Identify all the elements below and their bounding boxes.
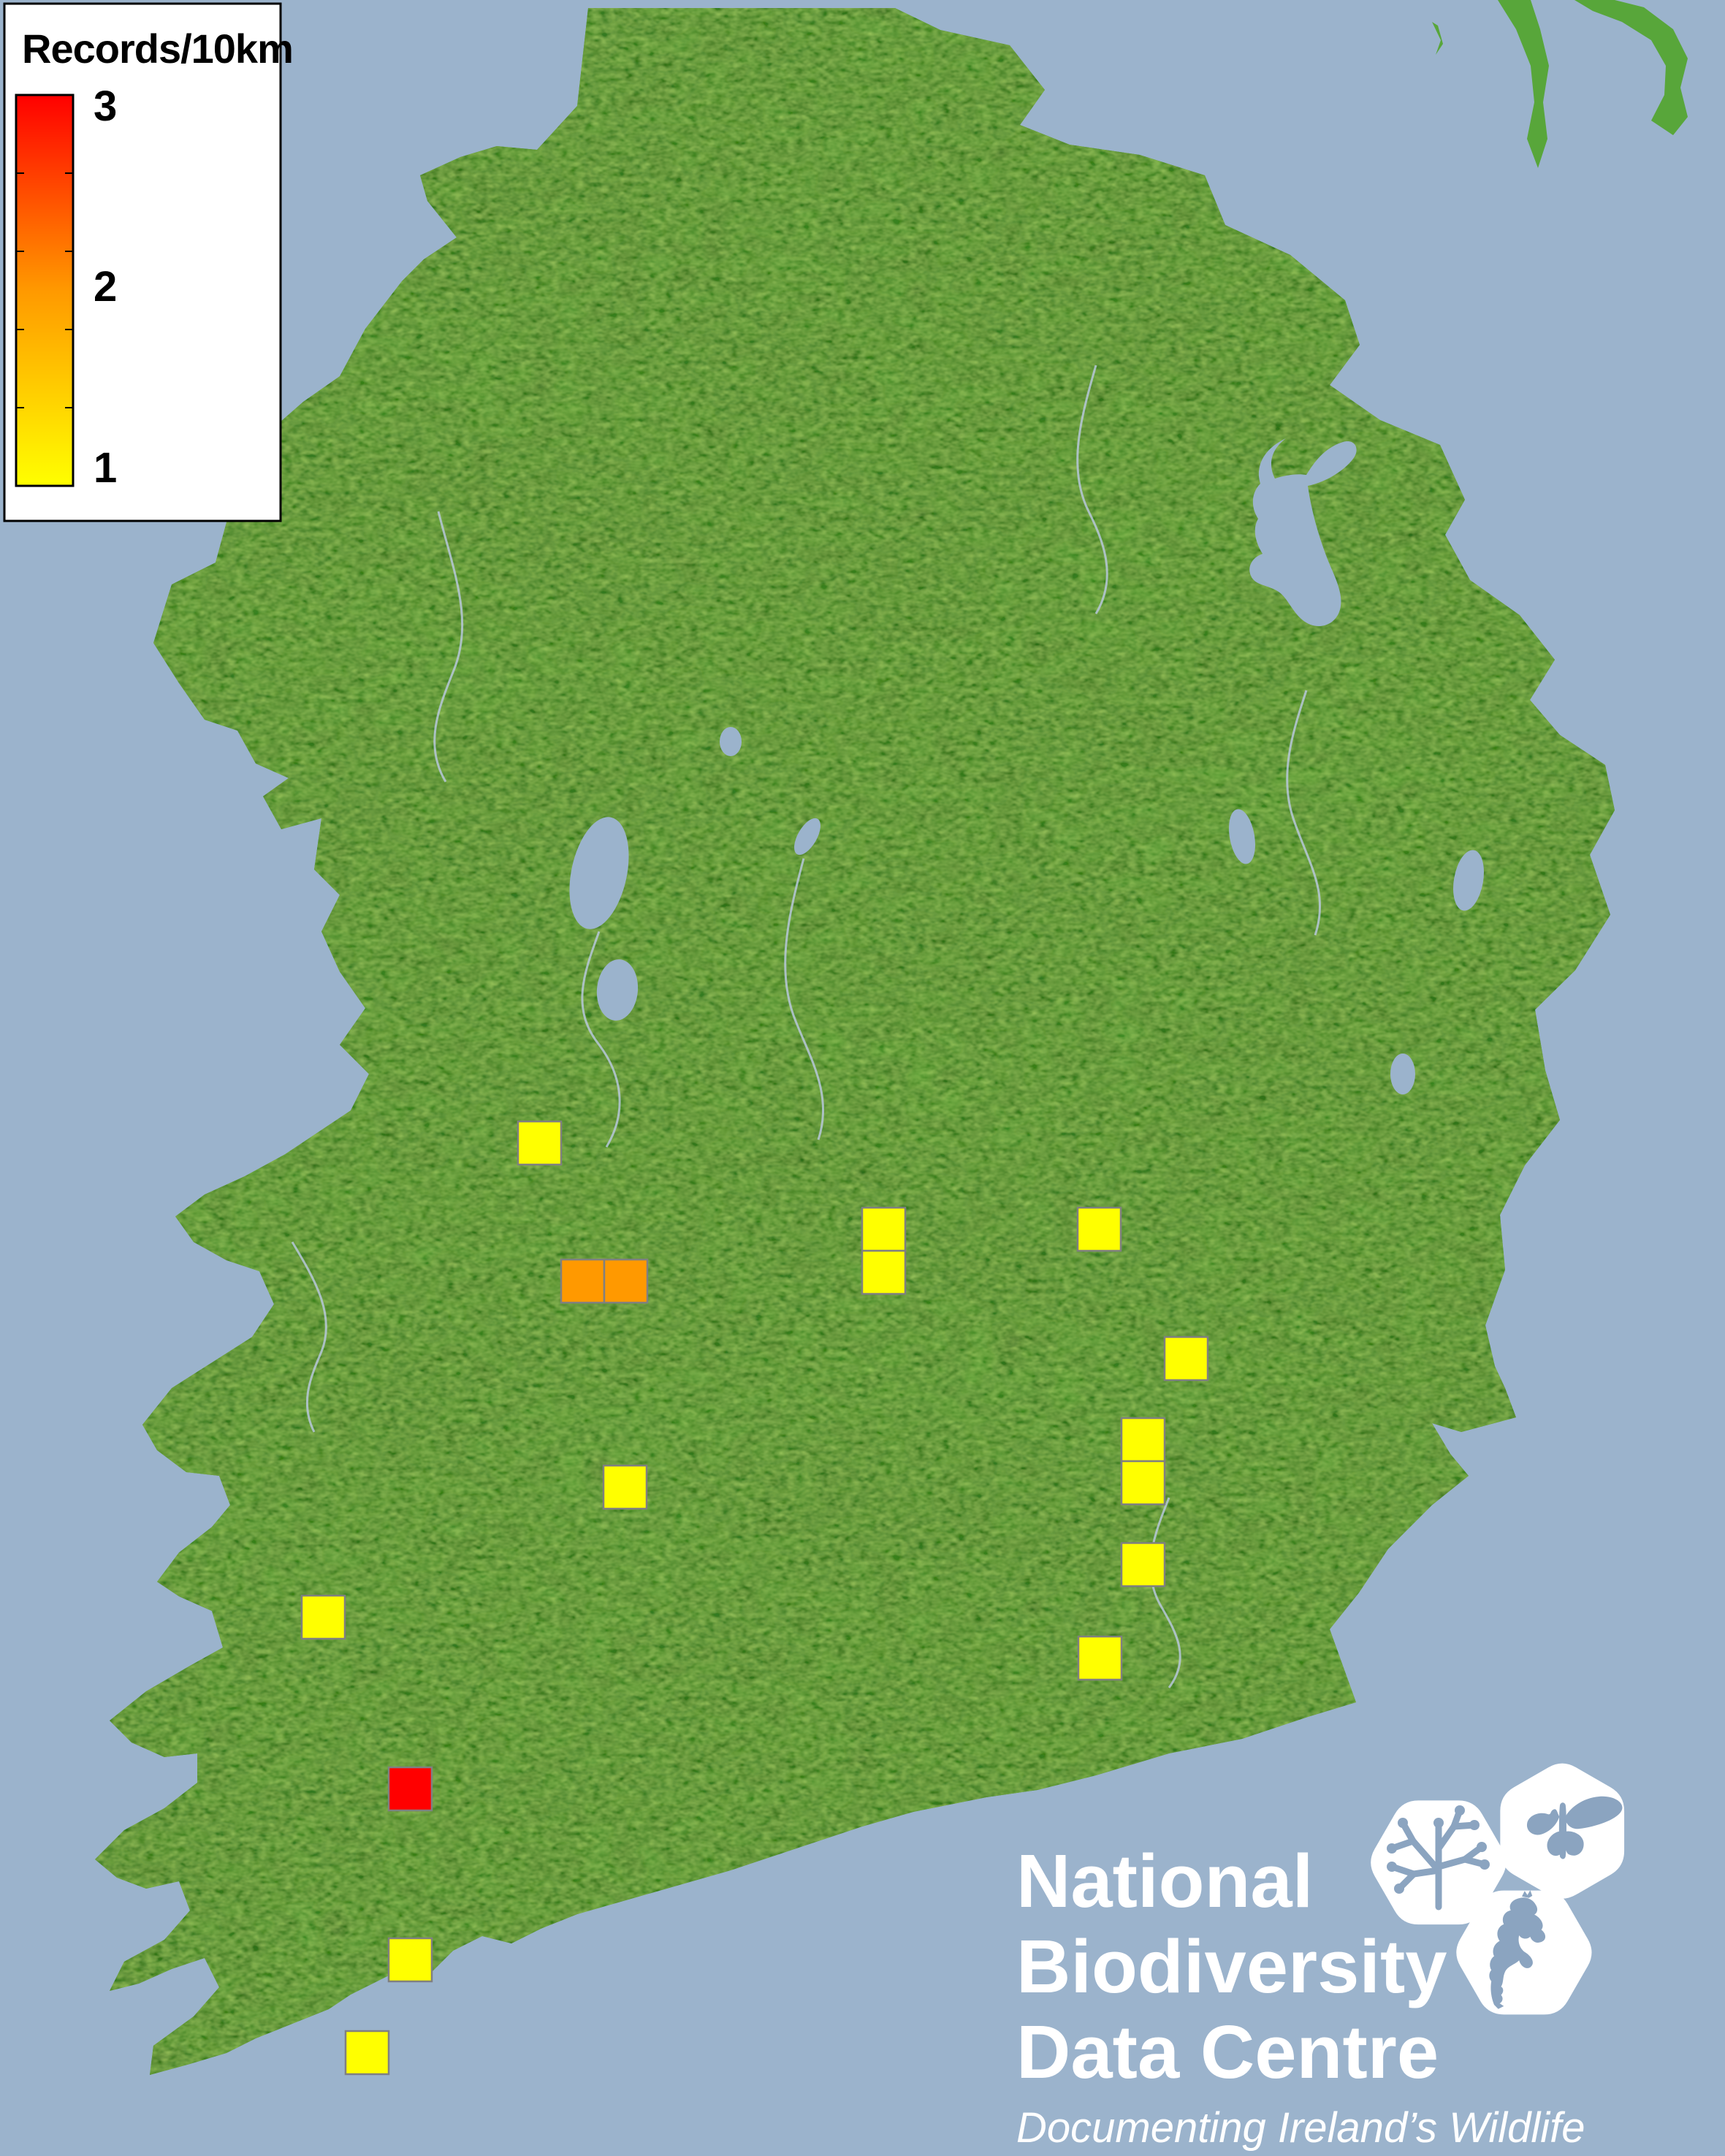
- svg-text:National: National: [1016, 1839, 1313, 1923]
- svg-text:Data Centre: Data Centre: [1016, 2010, 1439, 2094]
- svg-text:Documenting Ireland’s Wildlife: Documenting Ireland’s Wildlife: [1016, 2104, 1585, 2152]
- svg-text:Biodiversity: Biodiversity: [1016, 1924, 1447, 2008]
- svg-text:1: 1: [94, 444, 117, 492]
- svg-text:Records/10km: Records/10km: [22, 26, 293, 72]
- svg-text:2: 2: [94, 263, 117, 311]
- svg-text:3: 3: [94, 83, 117, 130]
